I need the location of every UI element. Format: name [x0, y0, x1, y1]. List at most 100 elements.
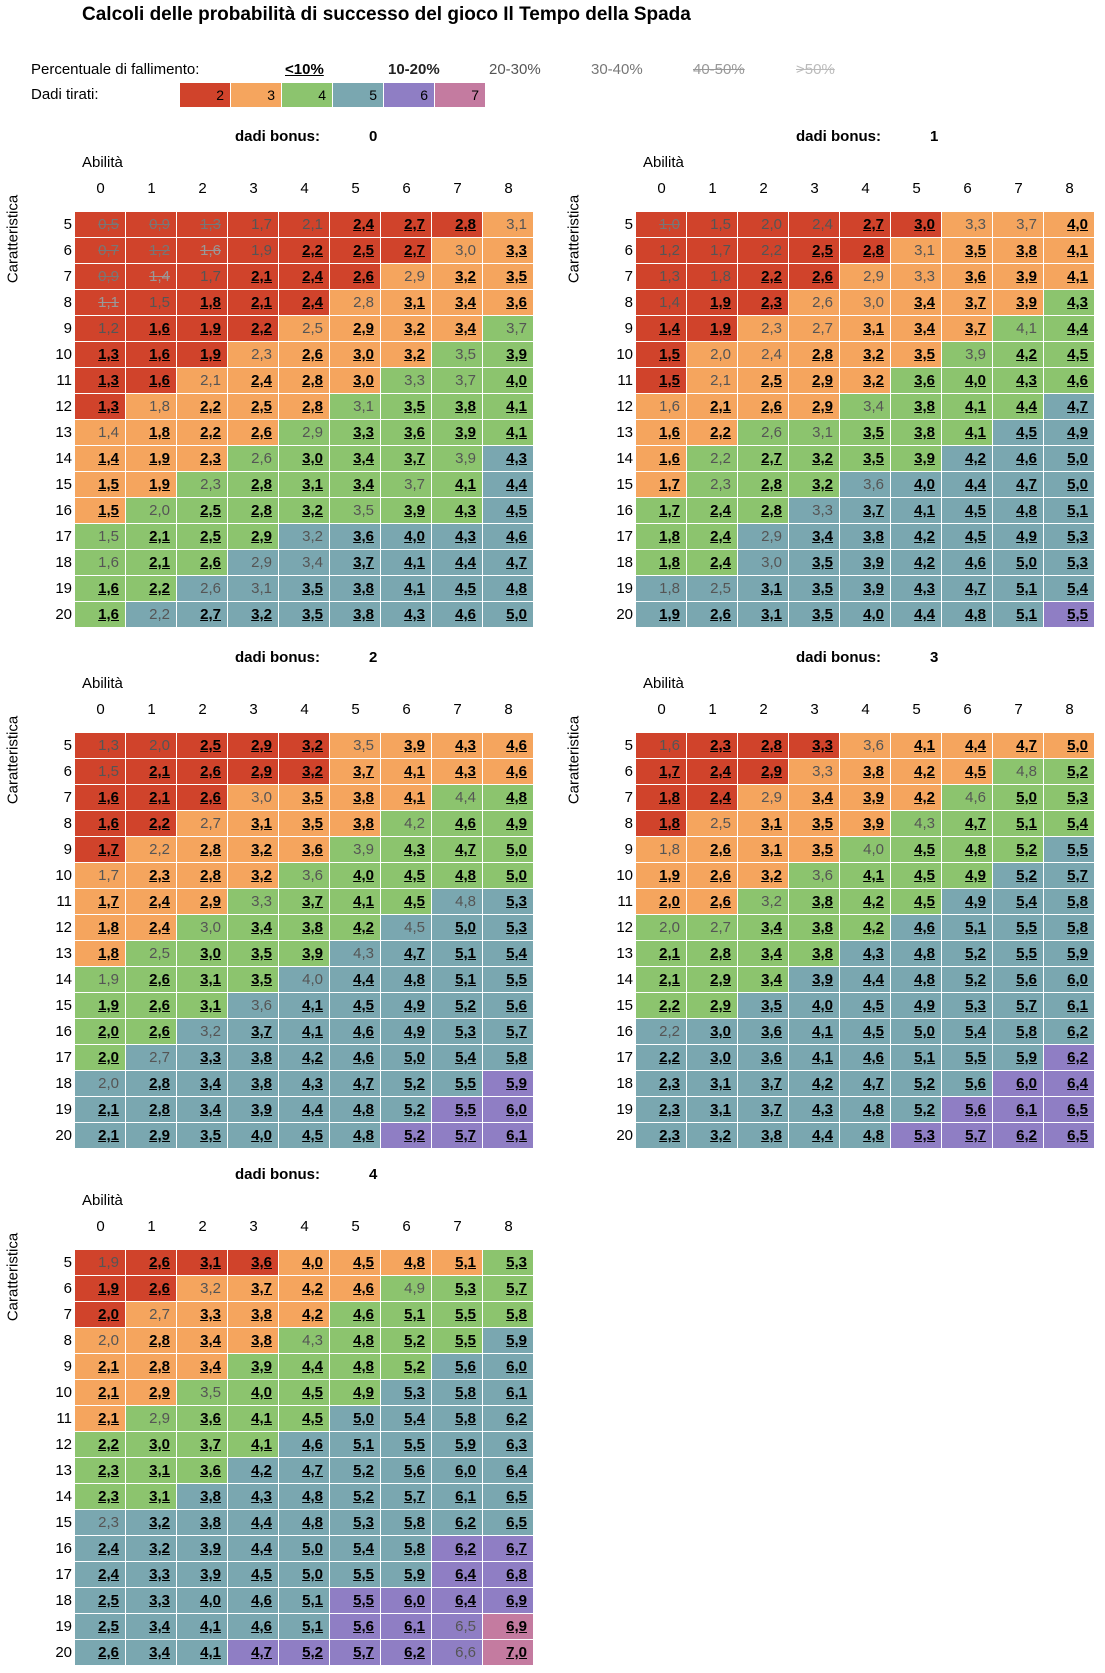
- table-cell: 3,3: [177, 1045, 228, 1071]
- table-cell: 5,2: [381, 1354, 432, 1380]
- row-header: 16: [55, 1023, 72, 1040]
- table-cell: 2,7: [687, 915, 738, 941]
- table-cell: 2,5: [228, 394, 279, 420]
- table-cell: 4,9: [483, 811, 534, 837]
- table-cell: 4,2: [279, 1045, 330, 1071]
- table-cell: 1,7: [75, 863, 126, 889]
- table-cell: 1,3: [636, 264, 687, 290]
- table-cell: 3,9: [789, 967, 840, 993]
- table-cell: 3,1: [228, 576, 279, 602]
- table-cell: 4,4: [840, 967, 891, 993]
- table-cell: 2,9: [789, 368, 840, 394]
- table-cell: 6,5: [483, 1510, 534, 1536]
- table-cell: 5,0: [279, 1562, 330, 1588]
- probability-table-bonus-4: dadi bonus: 4 Abilità Caratteristica 0 1 2 3 4 5 6…: [0, 1166, 534, 1673]
- table-cell: 1,6: [126, 316, 177, 342]
- table-cell: 2,0: [75, 1328, 126, 1354]
- table-cell: 4,1: [381, 576, 432, 602]
- bonus-value: 0: [369, 128, 378, 145]
- table-cell: 1,6: [126, 342, 177, 368]
- table-cell: 3,2: [381, 342, 432, 368]
- table-cell: 1,5: [636, 342, 687, 368]
- table-cell: 4,7: [279, 1458, 330, 1484]
- table-cell: 4,5: [942, 759, 993, 785]
- table-cell: 4,0: [891, 472, 942, 498]
- table-cell: 2,7: [789, 316, 840, 342]
- table-cell: 2,0: [75, 1071, 126, 1097]
- table-cell: 4,1: [789, 1019, 840, 1045]
- table-cell: 4,0: [840, 837, 891, 863]
- table-cell: 4,8: [381, 1250, 432, 1276]
- table-cell: 1,3: [75, 368, 126, 394]
- table-cell: 3,0: [126, 1432, 177, 1458]
- table-cell: 4,1: [483, 394, 534, 420]
- row-header: 19: [55, 1101, 72, 1118]
- table-cell: 4,6: [432, 811, 483, 837]
- row-header: 20: [616, 1127, 633, 1144]
- row-header: 11: [56, 372, 72, 389]
- table-cell: 3,8: [330, 811, 381, 837]
- table-cell: 5,7: [483, 1276, 534, 1302]
- table-cell: 3,9: [432, 446, 483, 472]
- table-cell: 2,1: [636, 941, 687, 967]
- table-cell: 2,8: [126, 1071, 177, 1097]
- row-header: 8: [63, 815, 72, 832]
- table-cell: 3,6: [840, 472, 891, 498]
- table-cell: 3,3: [789, 733, 840, 759]
- column-header: 3: [249, 180, 258, 197]
- table-cell: 6,8: [483, 1562, 534, 1588]
- row-header: 6: [63, 763, 72, 780]
- table-cell: 5,7: [432, 1123, 483, 1149]
- row-header: 19: [55, 580, 72, 597]
- column-header: 5: [912, 180, 921, 197]
- table-cell: 2,2: [75, 1432, 126, 1458]
- row-header: 5: [63, 216, 72, 233]
- table-cell: 6,1: [993, 1097, 1044, 1123]
- table-cell: 4,1: [840, 863, 891, 889]
- dice-swatch-6: 6: [384, 83, 435, 107]
- table-cell: 2,6: [279, 342, 330, 368]
- row-header: 20: [55, 606, 72, 623]
- table-cell: 5,7: [993, 993, 1044, 1019]
- table-cell: 4,9: [381, 993, 432, 1019]
- table-cell: 3,5: [789, 602, 840, 628]
- table-cell: 2,3: [177, 446, 228, 472]
- table-cell: 6,3: [483, 1432, 534, 1458]
- table-cell: 3,0: [840, 290, 891, 316]
- table-cell: 2,0: [75, 1019, 126, 1045]
- table-cell: 1,5: [636, 368, 687, 394]
- table-cell: 3,9: [993, 290, 1044, 316]
- table-cell: 4,7: [942, 811, 993, 837]
- column-header: 3: [810, 701, 819, 718]
- table-cell: 1,3: [177, 212, 228, 238]
- table-cell: 4,7: [840, 1071, 891, 1097]
- table-cell: 5,0: [279, 1536, 330, 1562]
- table-cell: 2,3: [738, 316, 789, 342]
- table-cell: 1,8: [636, 837, 687, 863]
- table-cell: 2,9: [126, 1380, 177, 1406]
- table-cell: 2,4: [279, 290, 330, 316]
- row-header: 17: [616, 528, 633, 545]
- table-cell: 1,8: [75, 915, 126, 941]
- table-cell: 2,5: [75, 1614, 126, 1640]
- table-cell: 4,7: [993, 472, 1044, 498]
- table-cell: 2,0: [75, 1045, 126, 1071]
- table-cell: 5,4: [432, 1045, 483, 1071]
- table-cell: 5,0: [891, 1019, 942, 1045]
- table-cell: 4,9: [891, 993, 942, 1019]
- table-cell: 2,2: [636, 1019, 687, 1045]
- bonus-label: dadi bonus:: [235, 649, 320, 666]
- table-cell: 1,3: [75, 733, 126, 759]
- bonus-value: 1: [930, 128, 939, 145]
- table-cell: 4,3: [279, 1328, 330, 1354]
- row-header: 17: [55, 1049, 72, 1066]
- table-cell: 2,7: [126, 1302, 177, 1328]
- table-cell: 2,1: [126, 524, 177, 550]
- table-cell: 3,9: [228, 1097, 279, 1123]
- table-cell: 4,3: [483, 446, 534, 472]
- table-cell: 3,8: [330, 785, 381, 811]
- table-cell: 2,3: [177, 472, 228, 498]
- table-cell: 5,8: [483, 1302, 534, 1328]
- row-header: 18: [55, 1075, 72, 1092]
- table-cell: 3,2: [381, 316, 432, 342]
